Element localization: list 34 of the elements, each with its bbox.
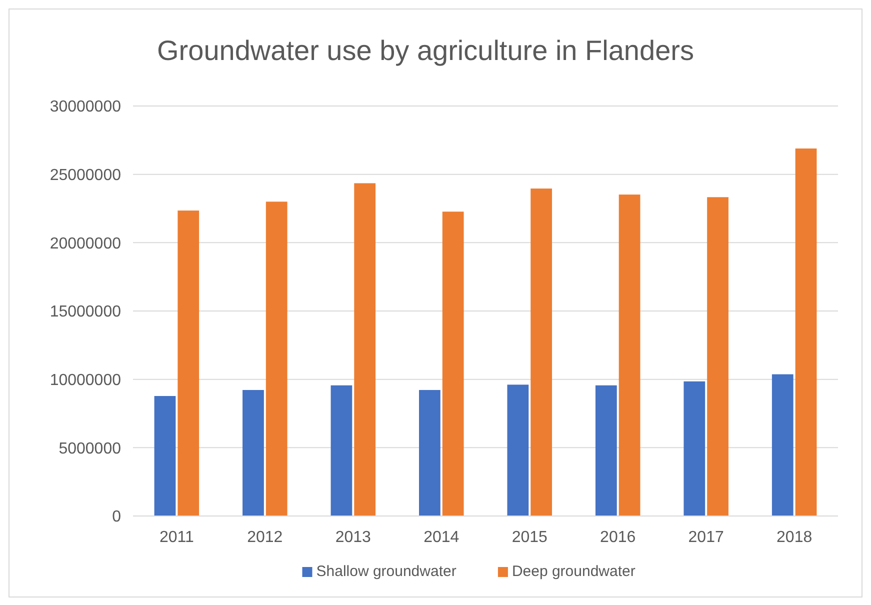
x-tick-label: 2012 [247,529,283,546]
x-tick-label: 2018 [776,529,812,546]
bar [507,384,529,516]
bar [178,210,200,516]
bar [707,197,728,516]
bar [530,188,552,516]
chart-title: Groundwater use by agriculture in Flanders [157,35,694,66]
x-tick-label: 2014 [424,529,460,546]
bar [618,194,640,516]
y-tick-label: 5000000 [58,440,122,458]
x-tick-label: 2016 [600,529,636,546]
bar [772,374,794,516]
x-tick-label: 2011 [159,529,194,546]
bar [595,385,617,516]
bar [354,183,376,516]
x-tick-label: 2017 [688,529,724,546]
bar [684,381,706,516]
x-tick-label: 2013 [335,529,372,546]
y-tick-label: 0 [112,508,122,526]
y-tick-label: 20000000 [50,235,122,252]
y-tick-label: 15000000 [50,304,122,321]
legend-label: Deep groundwater [512,563,636,580]
bar [419,390,440,516]
bar [242,390,264,516]
y-tick-label: 25000000 [50,166,122,184]
bar [330,385,352,516]
bar [266,202,288,516]
legend-label: Shallow groundwater [316,563,456,580]
bar [154,396,176,516]
x-tick-label: 2015 [512,529,548,546]
y-tick-label: 10000000 [50,372,122,389]
y-tick-label: 30000000 [50,98,122,116]
bar [442,212,464,516]
bar [795,148,817,516]
